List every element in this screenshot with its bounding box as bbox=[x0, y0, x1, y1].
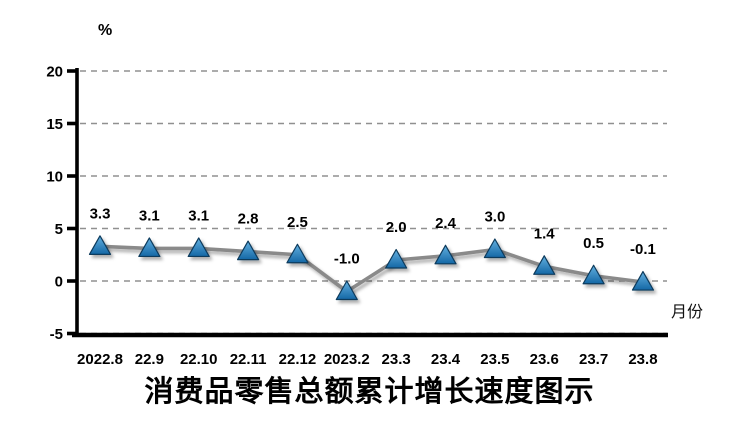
x-tick-label: 2023.2 bbox=[324, 351, 370, 368]
data-point-marker bbox=[138, 237, 161, 258]
data-point-marker bbox=[335, 280, 358, 301]
data-label: 0.5 bbox=[583, 235, 604, 252]
data-label: 3.0 bbox=[484, 209, 505, 226]
x-tick-label: 23.6 bbox=[530, 351, 559, 368]
x-tick-label: 22.11 bbox=[230, 351, 267, 368]
x-tick-label: 22.9 bbox=[135, 351, 164, 368]
data-label: 3.3 bbox=[90, 205, 111, 222]
data-label: 2.8 bbox=[238, 211, 259, 228]
data-point-marker bbox=[434, 244, 457, 265]
data-label: 3.1 bbox=[188, 207, 209, 224]
y-tick-label: 20 bbox=[46, 64, 63, 81]
x-tick-label: 23.8 bbox=[628, 351, 657, 368]
data-point-marker bbox=[187, 237, 210, 258]
x-tick-label: 22.12 bbox=[279, 351, 317, 368]
data-point-marker bbox=[483, 238, 506, 259]
x-tick-label: 23.3 bbox=[382, 351, 411, 368]
data-point-marker bbox=[88, 235, 112, 255]
data-label: 2.0 bbox=[386, 219, 407, 236]
data-point-marker bbox=[582, 264, 605, 285]
x-tick-label: 2022.8 bbox=[77, 351, 123, 368]
chart-title: 消费品零售总额累计增长速度图示 bbox=[144, 374, 595, 408]
data-point-marker bbox=[533, 255, 556, 275]
data-label: 3.1 bbox=[139, 207, 160, 224]
y-tick-label: 5 bbox=[55, 221, 63, 238]
x-tick-label: 22.10 bbox=[180, 351, 218, 368]
y-tick-label: 15 bbox=[46, 116, 63, 133]
data-label: -1.0 bbox=[334, 251, 360, 268]
x-tick-label: 23.5 bbox=[480, 351, 509, 368]
y-tick-label: 10 bbox=[46, 169, 63, 186]
x-axis-title: 月份 bbox=[671, 302, 704, 321]
x-tick-label: 23.7 bbox=[579, 351, 608, 368]
y-tick-label: -5 bbox=[50, 326, 63, 343]
y-tick-label: 0 bbox=[55, 274, 63, 291]
x-tick-label: 23.4 bbox=[431, 351, 461, 368]
data-label: 2.5 bbox=[287, 214, 308, 231]
data-point-marker bbox=[631, 270, 655, 291]
data-label: 1.4 bbox=[534, 225, 556, 242]
y-axis-unit-label: % bbox=[98, 22, 113, 39]
data-label: -0.1 bbox=[630, 241, 656, 258]
series-line bbox=[99, 244, 644, 294]
data-point-marker bbox=[236, 240, 260, 261]
data-point-marker bbox=[286, 243, 309, 264]
data-label: 2.4 bbox=[435, 215, 457, 232]
data-point-marker bbox=[385, 248, 408, 269]
